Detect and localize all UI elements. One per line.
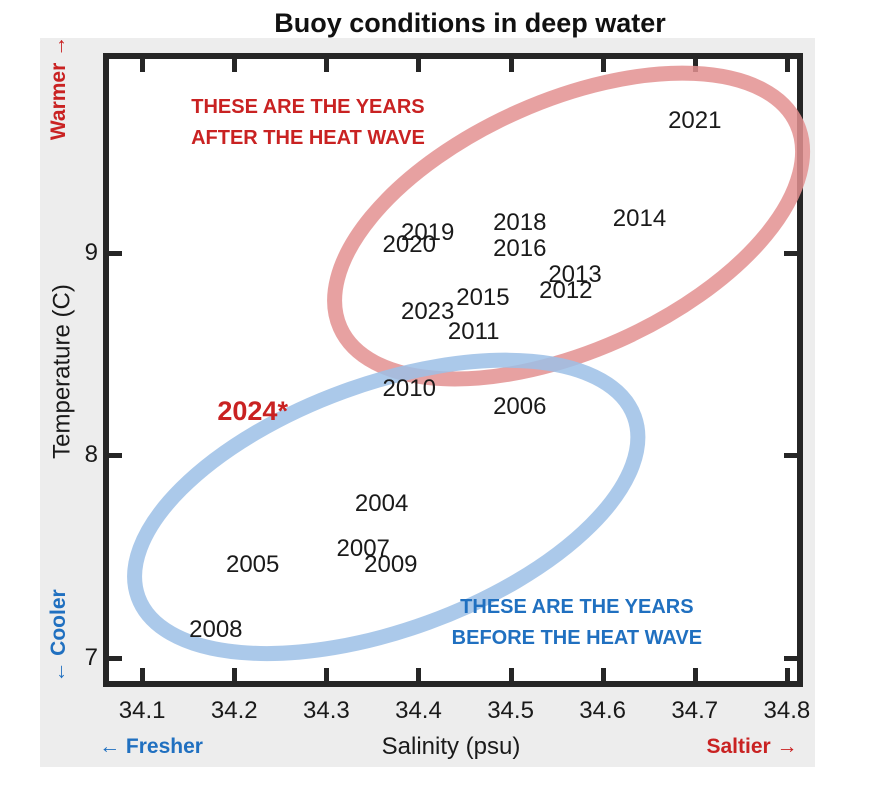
year-label-2023: 2023 [400,297,455,325]
warmer-direction-label: Warmer → [47,35,70,141]
annotation-before-heat-wave-note: THESE ARE THE YEARS BEFORE THE HEAT WAVE [451,596,703,650]
x-tick-top [784,59,790,72]
y-tick-left [109,250,122,256]
x-tick-bottom [324,668,330,681]
x-tick-top [232,59,238,72]
year-label-2020: 2020 [382,230,436,258]
y-tick-label: 8 [84,441,98,469]
year-label-2011: 2011 [447,317,500,345]
x-tick-bottom [508,668,514,681]
y-tick-label: 7 [84,643,98,671]
x-tick-label: 34.6 [579,697,627,724]
x-tick-label: 34.7 [671,697,719,724]
saltier-direction-label: Saltier → [706,735,798,758]
year-label-2006: 2006 [493,392,547,420]
year-label-2021: 2021 [668,107,722,135]
year-label-2004: 2004 [354,490,409,518]
x-tick-top [692,59,698,72]
chart-title: Buoy conditions in deep water [274,8,666,38]
cooler-direction-label: ← Cooler [47,589,70,683]
x-tick-label: 34.8 [763,697,811,724]
year-label-2018: 2018 [493,208,547,236]
x-tick-label: 34.5 [487,697,534,724]
year-label-2010: 2010 [382,374,436,402]
year-label-2016: 2016 [493,234,547,262]
year-label-2008: 2008 [189,615,243,643]
x-tick-bottom [416,668,422,681]
y-tick-left [109,453,122,459]
x-tick-bottom [600,668,606,681]
y-tick-right [784,250,797,256]
fresher-direction-label: ← Fresher [99,735,203,758]
x-tick-bottom [692,668,698,681]
x-tick-top [508,59,514,72]
annotation-after-heat-wave-note: THESE ARE THE YEARS AFTER THE HEAT WAVE [191,96,425,150]
x-tick-top [140,59,146,72]
y-tick-right [784,655,797,661]
year-label-2015: 2015 [456,283,510,311]
x-axis-label: Salinity (psu) [381,733,521,760]
x-tick-label: 34.3 [303,697,350,724]
year-label-2005: 2005 [225,550,280,578]
y-tick-label: 9 [84,238,98,266]
year-label-2009: 2009 [364,550,418,578]
x-tick-top [600,59,606,72]
year-label-2013: 2013 [548,261,602,289]
x-tick-top [416,59,422,72]
year-label-2024: 2024* [217,395,288,426]
x-tick-label: 34.1 [118,697,166,724]
x-tick-label: 34.2 [210,697,258,724]
y-tick-right [784,453,797,459]
year-label-2014: 2014 [612,204,667,232]
y-tick-left [109,655,122,661]
x-tick-bottom [784,668,790,681]
x-tick-bottom [232,668,238,681]
x-tick-top [324,59,330,72]
x-tick-label: 34.4 [395,697,442,724]
x-tick-bottom [140,668,146,681]
